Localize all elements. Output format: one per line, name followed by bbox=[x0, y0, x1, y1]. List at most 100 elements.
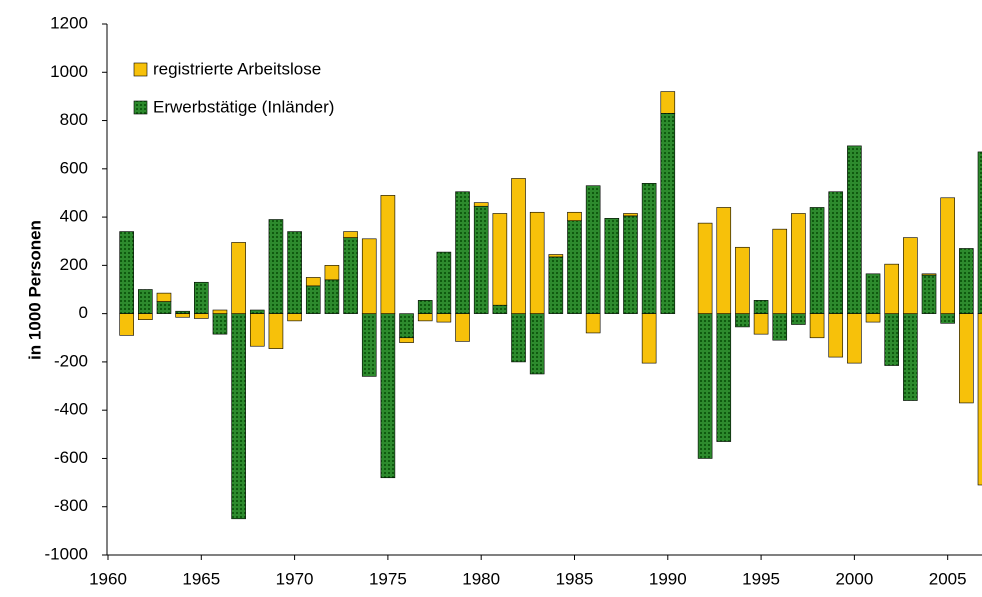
bar bbox=[884, 313, 899, 366]
x-tick-label: 1995 bbox=[742, 569, 780, 588]
bar bbox=[959, 248, 974, 314]
bar bbox=[940, 313, 955, 324]
y-tick-label: 0 bbox=[79, 303, 88, 322]
y-tick-label: 1200 bbox=[50, 13, 88, 32]
bar bbox=[716, 207, 732, 314]
bar bbox=[268, 313, 284, 349]
bar bbox=[585, 313, 601, 334]
bar bbox=[697, 313, 713, 459]
bar bbox=[455, 191, 470, 314]
bar bbox=[212, 309, 228, 314]
y-tick-label: -200 bbox=[54, 351, 88, 370]
bar bbox=[175, 313, 190, 318]
bar bbox=[305, 285, 321, 314]
bar bbox=[119, 313, 134, 336]
bar bbox=[511, 178, 526, 314]
bar bbox=[697, 222, 713, 314]
bar bbox=[361, 238, 377, 314]
bar bbox=[809, 207, 825, 314]
bar bbox=[865, 313, 881, 323]
bar bbox=[716, 313, 732, 442]
bar bbox=[977, 151, 982, 314]
bar bbox=[138, 289, 153, 314]
bars bbox=[119, 91, 982, 520]
legend-swatch bbox=[133, 100, 148, 115]
bar bbox=[791, 213, 806, 314]
bar bbox=[399, 313, 414, 339]
y-tick-label: 400 bbox=[60, 207, 88, 226]
legend-label: registrierte Arbeitslose bbox=[153, 59, 321, 78]
bar bbox=[623, 213, 638, 217]
bar bbox=[473, 205, 489, 314]
bar bbox=[847, 145, 862, 314]
bar bbox=[791, 313, 806, 325]
legend-swatch bbox=[133, 62, 148, 77]
bar bbox=[511, 313, 526, 363]
x-tick-label: 2005 bbox=[929, 569, 967, 588]
bar bbox=[492, 213, 508, 306]
bar bbox=[231, 313, 246, 520]
y-tick-label: 200 bbox=[60, 255, 88, 274]
bar bbox=[417, 300, 433, 314]
y-tick-label: -400 bbox=[54, 400, 88, 419]
bar bbox=[903, 313, 918, 401]
bar bbox=[194, 313, 209, 319]
bar bbox=[361, 313, 377, 377]
bar bbox=[735, 313, 750, 328]
bar bbox=[324, 279, 340, 314]
bar bbox=[417, 313, 433, 322]
bar bbox=[249, 309, 265, 314]
legend-label: Erwerbstätige (Inländer) bbox=[153, 97, 334, 116]
y-tick-label: -1000 bbox=[45, 544, 88, 563]
bar bbox=[287, 313, 302, 322]
bar bbox=[473, 202, 489, 207]
bar bbox=[641, 313, 657, 364]
bar bbox=[212, 313, 228, 335]
bar bbox=[249, 313, 265, 347]
bar bbox=[380, 313, 396, 479]
bar bbox=[772, 228, 788, 314]
bar bbox=[175, 310, 190, 314]
bar bbox=[772, 313, 788, 341]
y-tick-label: 600 bbox=[60, 158, 88, 177]
y-tick-label: 800 bbox=[60, 110, 88, 129]
bar bbox=[343, 237, 358, 314]
bar bbox=[884, 263, 899, 314]
bar bbox=[436, 313, 452, 323]
x-tick-label: 1990 bbox=[649, 569, 687, 588]
bar bbox=[268, 219, 284, 314]
bar bbox=[735, 246, 750, 314]
bar bbox=[548, 256, 564, 314]
y-tick-label: 1000 bbox=[50, 62, 88, 81]
bar bbox=[903, 237, 918, 314]
bar bbox=[660, 91, 676, 114]
bar bbox=[194, 281, 209, 314]
bar bbox=[660, 113, 676, 314]
bar bbox=[753, 300, 769, 314]
bar bbox=[287, 231, 302, 314]
x-tick-label: 2000 bbox=[835, 569, 873, 588]
bar bbox=[828, 313, 844, 358]
bar bbox=[604, 217, 620, 314]
bar bbox=[809, 313, 825, 339]
x-tick-label: 1985 bbox=[556, 569, 594, 588]
bar bbox=[138, 313, 153, 320]
x-tick-label: 1960 bbox=[89, 569, 127, 588]
bar bbox=[436, 251, 452, 314]
y-tick-label: -800 bbox=[54, 496, 88, 515]
x-tick-label: 1975 bbox=[369, 569, 407, 588]
x-tick-label: 1980 bbox=[462, 569, 500, 588]
bar bbox=[847, 313, 862, 364]
bar bbox=[977, 313, 982, 486]
bar bbox=[231, 242, 246, 314]
bar bbox=[959, 313, 974, 404]
x-tick-label: 1970 bbox=[276, 569, 314, 588]
bar bbox=[305, 277, 321, 287]
bar bbox=[585, 185, 601, 314]
y-tick-label: -600 bbox=[54, 448, 88, 467]
bar bbox=[156, 301, 172, 314]
bar bbox=[455, 313, 470, 342]
bar bbox=[865, 273, 881, 314]
y-axis-label: in 1000 Personen bbox=[25, 220, 44, 360]
